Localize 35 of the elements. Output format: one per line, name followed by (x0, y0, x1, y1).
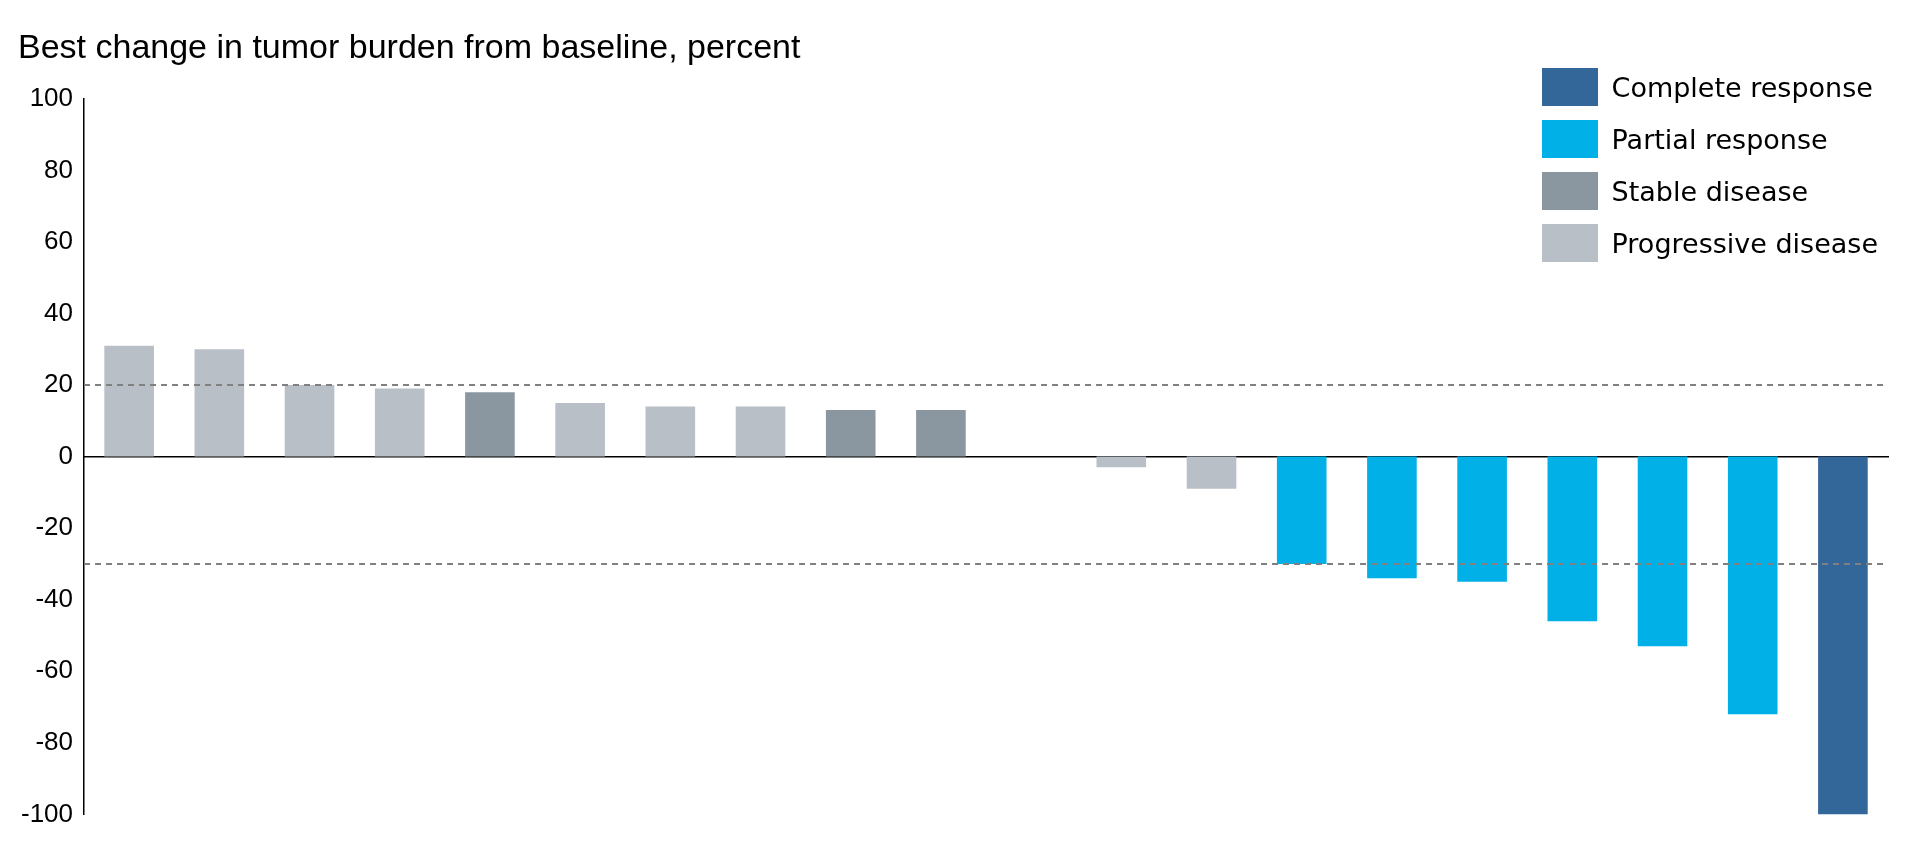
bar (1727, 456, 1778, 715)
bar (465, 392, 515, 457)
bar (1096, 456, 1147, 468)
bar (1186, 456, 1237, 489)
legend-label: Progressive disease (1611, 227, 1878, 259)
y-tick-label: 0 (58, 439, 74, 470)
bar (1547, 456, 1598, 622)
y-tick-label: -60 (35, 654, 74, 685)
bar (374, 388, 425, 457)
bar (1637, 456, 1688, 647)
y-tick-label: -80 (35, 726, 74, 757)
bar (1367, 456, 1417, 579)
y-tick-label: 60 (44, 225, 74, 256)
y-tick-label: -40 (35, 582, 74, 613)
bar (1276, 456, 1327, 564)
legend-label: Stable disease (1611, 175, 1809, 207)
bar (194, 349, 245, 457)
bar (104, 345, 154, 457)
bar (284, 385, 335, 457)
legend-label: Partial response (1611, 123, 1828, 155)
y-tick-label: -20 (35, 511, 74, 542)
chart-title: Best change in tumor burden from baseline, percent (18, 26, 801, 65)
y-tick-label: 100 (29, 81, 74, 112)
bar (1457, 456, 1507, 582)
bar (916, 410, 966, 457)
y-tick-label: -100 (20, 797, 74, 828)
bar (735, 406, 786, 457)
legend-label: Complete response (1611, 71, 1873, 103)
bar (1818, 456, 1868, 815)
bar (825, 410, 876, 457)
bar (555, 402, 605, 457)
y-tick-label: 20 (44, 368, 74, 399)
bar (645, 406, 696, 457)
y-tick-label: 40 (44, 296, 74, 327)
y-tick-label: 80 (44, 153, 74, 184)
